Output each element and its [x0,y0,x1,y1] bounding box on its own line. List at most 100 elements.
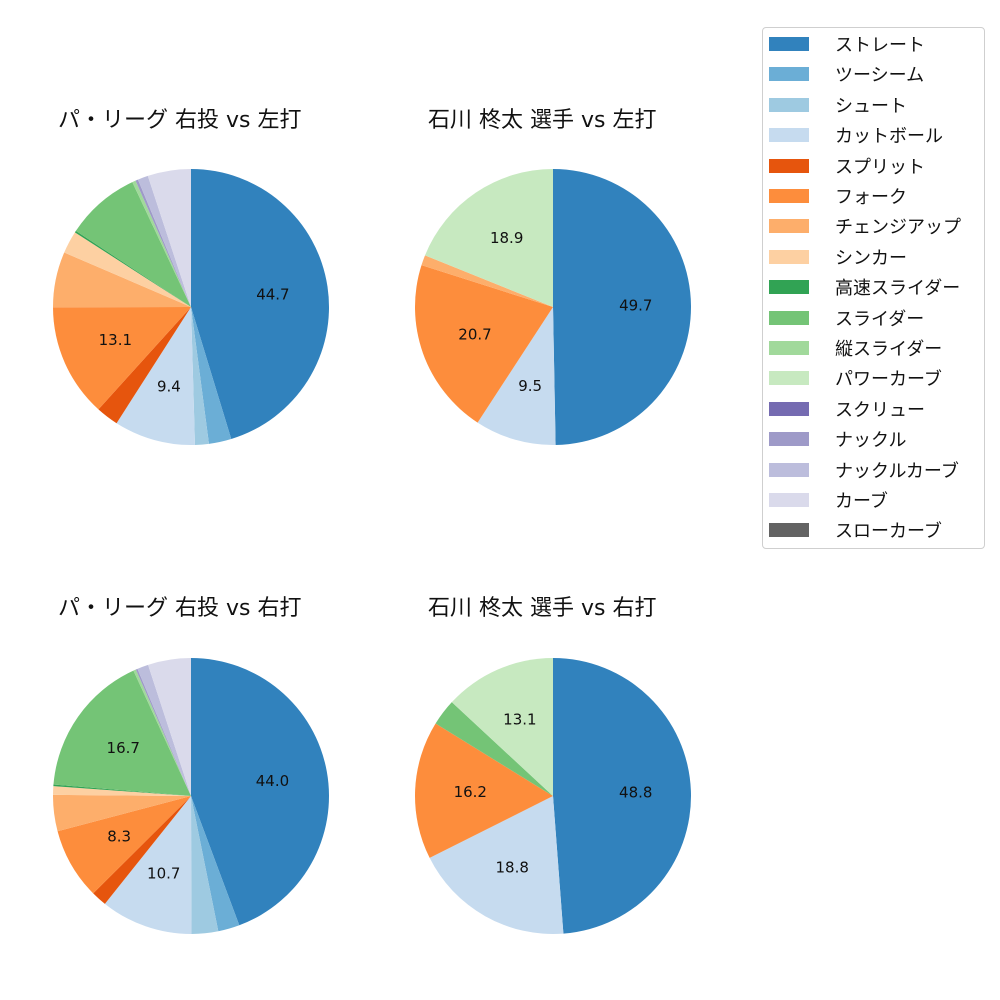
pie-2-slice-3 [415,265,553,423]
legend-label: シンカー [835,247,907,269]
legend-swatch [769,523,809,538]
pie-1-slice-10 [75,182,191,307]
legend-label: カーブ [835,491,888,512]
pie-4-data-label-5: 13.1 [503,711,536,729]
pie-1-slice-5 [98,307,191,424]
chart-title-3: パ・リーグ 右投 vs 右打 [58,596,302,621]
pie-4-slice-1 [553,658,692,934]
legend-label: 縦スライダー [835,339,943,360]
legend-swatch [769,401,809,416]
legend-label: カットボール [835,126,943,148]
legend-swatch [769,493,809,507]
pie-3-slice-10 [53,670,192,796]
pie-3-slice-1 [191,658,329,926]
legend-swatch [769,97,809,112]
legend-swatch [769,219,809,234]
pie-1-slice-13 [137,175,191,307]
legend-item: フォーク [769,184,907,208]
chart-title-1: パ・リーグ 右投 vs 左打 [58,108,302,133]
pie-2: 49.7 9.5 20.7 18.9 [415,169,692,446]
legend-label: フォーク [835,187,907,208]
pie-3-slice-4 [104,796,192,934]
legend-item: ナックルカーブ [769,458,959,482]
pie-3-data-label-1: 44.0 [256,772,289,790]
legend-label: ナックルカーブ [835,460,959,482]
pie-1-slice-7 [53,252,192,308]
pie-4-slice-3 [415,723,553,858]
legend-swatch [769,280,809,295]
pie-3-slice-3 [191,796,219,934]
pie-1-slice-6 [53,307,191,410]
pie-2-slice-2 [477,307,556,446]
chart-title-4: 石川 柊太 選手 vs 右打 [428,596,657,621]
legend-item: ナックル [769,427,906,451]
pie-1-data-label-1: 44.7 [256,285,289,303]
legend-item: 縦スライダー [769,336,942,360]
legend-item: スクリュー [769,397,925,421]
legend-item: チェンジアップ [769,214,961,238]
pie-3-slice-2 [191,796,240,932]
pie-1-slice-3 [191,307,209,445]
pie-2-slice-5 [425,169,553,307]
legend-item: シュート [769,93,907,117]
pie-3-slice-8 [53,786,191,796]
pie-1-data-label-6: 13.1 [99,331,132,349]
pie-1: 44.7 9.4 13.1 [53,169,330,446]
pie-4-slice-4 [435,702,553,796]
pie-3-data-label-10: 16.7 [107,739,140,757]
pie-1-slice-14 [147,169,191,307]
legend-item: シンカー [769,245,907,269]
pie-1-slice-4 [116,307,195,446]
legend-swatch [769,158,809,173]
chart-title-2: 石川 柊太 選手 vs 左打 [428,108,657,133]
pie-2-slice-4 [421,255,553,307]
legend: ストレートツーシームシュートカットボール スプリットフォークチェンジアップシンカー… [762,27,985,549]
legend-item: 高速スライダー [769,275,960,299]
pie-3-slice-11 [133,669,191,796]
pie-4-data-label-1: 48.8 [619,783,652,801]
pie-1-slice-2 [191,307,232,444]
legend-swatch [769,310,809,325]
pie-3-slice-7 [53,794,191,832]
pie-3-data-label-4: 10.7 [147,865,180,883]
legend-item: パワーカーブ [769,366,942,390]
legend-swatch [769,341,809,355]
pie-3-slice-9 [53,784,191,796]
pie-1-slice-8 [64,232,191,307]
pie-3-data-label-6: 8.3 [107,828,131,846]
pie-4: 48.8 18.8 16.2 13.1 [415,658,692,934]
pie-4-data-label-2: 18.8 [495,859,528,877]
legend-label: スプリット [835,156,925,178]
pie-3: 44.0 10.7 8.3 16.7 [53,658,329,934]
pie-4-slice-5 [451,658,553,796]
pie-1-slice-11 [132,180,191,307]
legend-label: シュート [835,95,907,117]
pie-3-slice-6 [57,796,192,894]
pie-2-slice-1 [553,169,692,445]
pie-1-data-label-4: 9.4 [157,377,181,395]
legend-swatch [769,37,809,51]
pie-1-slice-12 [135,179,191,307]
legend-swatch [769,432,809,447]
legend-swatch [769,371,809,386]
legend-label: パワーカーブ [835,369,942,391]
legend-item: ツーシーム [769,62,924,86]
legend-item: カットボール [769,123,943,147]
pie-3-slice-5 [93,796,191,904]
pie-4-data-label-3: 16.2 [454,783,487,801]
pie-2-data-label-3: 20.7 [458,325,491,343]
legend-swatch [769,67,809,82]
legend-item: スローカーブ [769,518,942,542]
pie-1-slice-1 [191,169,330,439]
pie-2-data-label-5: 18.9 [490,229,523,247]
legend-swatch [769,462,809,477]
legend-item: スプリット [769,154,925,178]
legend-label: 高速スライダー [835,278,961,300]
legend-label: スローカーブ [835,521,942,543]
pie-3-slice-13 [137,664,191,796]
legend-label: ストレート [835,35,925,56]
pie-2-data-label-2: 9.5 [518,377,542,395]
legend-swatch [769,128,809,143]
